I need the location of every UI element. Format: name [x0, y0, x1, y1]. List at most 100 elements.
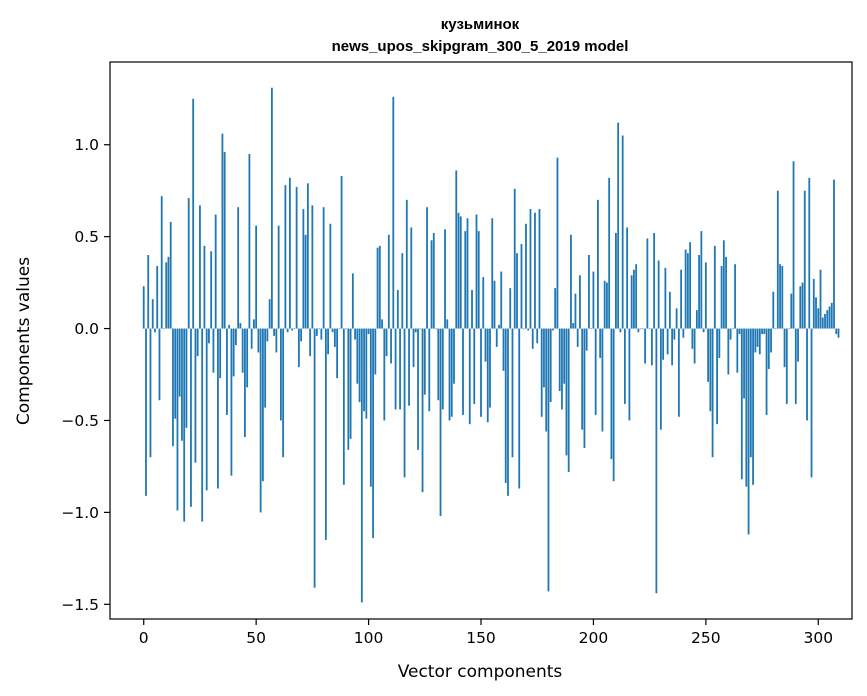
bar-307: [833, 179, 835, 329]
bar-12: [169, 221, 172, 329]
bar-18: [183, 328, 186, 522]
bar-189: [567, 328, 570, 472]
bar-44: [241, 328, 244, 373]
bar-63: [284, 185, 287, 329]
bar-262: [731, 328, 734, 330]
bar-237: [675, 308, 678, 329]
bar-268: [745, 328, 748, 487]
bar-297: [810, 328, 813, 478]
bar-49: [253, 319, 255, 329]
bar-60: [277, 225, 280, 329]
y-tick-label: 0.5: [74, 228, 99, 246]
bar-127: [428, 328, 431, 412]
bar-171: [527, 328, 530, 331]
bar-14: [174, 328, 177, 419]
bar-1: [145, 328, 147, 496]
bar-161: [504, 328, 507, 483]
bar-240: [682, 328, 685, 338]
bar-269: [747, 328, 750, 535]
bar-147: [473, 328, 476, 404]
bar-0: [142, 286, 145, 329]
bar-201: [594, 328, 597, 415]
bar-151: [482, 277, 485, 329]
bar-20: [187, 198, 190, 329]
bar-112: [394, 328, 397, 410]
x-axis-ticks: 0 50 100 150 200 250 300: [139, 619, 833, 647]
bar-158: [498, 324, 500, 329]
bar-156: [493, 280, 496, 329]
y-tick-label: 0.0: [74, 320, 99, 338]
bar-210: [615, 232, 617, 329]
bar-86: [336, 328, 338, 379]
bar-96: [358, 328, 361, 403]
bar-115: [401, 253, 404, 329]
bar-243: [689, 242, 692, 329]
bar-92: [349, 328, 352, 439]
bar-119: [410, 227, 413, 329]
bar-211: [617, 122, 620, 329]
bar-15: [176, 328, 179, 511]
bar-253: [711, 328, 714, 458]
bar-103: [374, 328, 377, 375]
bar-72: [304, 234, 307, 329]
bar-282: [776, 190, 779, 329]
bar-276: [763, 328, 766, 335]
bar-168: [520, 243, 523, 329]
bar-178: [543, 328, 545, 388]
bar-300: [817, 308, 820, 329]
bar-105: [378, 245, 381, 329]
bar-80: [322, 207, 325, 329]
bar-79: [320, 328, 323, 340]
y-tick-label: 1.0: [74, 136, 99, 154]
bar-257: [720, 266, 723, 329]
bar-198: [588, 255, 590, 329]
bar-228: [655, 328, 658, 594]
bar-219: [635, 264, 638, 329]
bar-221: [639, 328, 642, 330]
bar-46: [246, 328, 249, 388]
bar-143: [464, 231, 467, 329]
bar-292: [799, 286, 802, 329]
bar-27: [203, 245, 206, 329]
bar-220: [637, 328, 640, 333]
bar-174: [534, 212, 536, 329]
bar-28: [205, 328, 208, 491]
bar-176: [538, 209, 541, 329]
x-tick-label: 200: [579, 629, 609, 647]
bar-99: [365, 328, 368, 419]
bar-78: [318, 328, 321, 330]
bar-32: [214, 214, 217, 329]
bar-136: [448, 328, 451, 421]
bar-10: [165, 262, 168, 329]
bar-213: [621, 135, 624, 329]
bar-248: [700, 231, 703, 329]
bar-226: [650, 328, 653, 366]
bar-225: [648, 328, 651, 330]
bar-286: [785, 328, 788, 404]
y-tick-label: −1.0: [61, 504, 99, 522]
bar-277: [765, 328, 768, 415]
bar-270: [749, 328, 752, 458]
bar-202: [597, 199, 599, 329]
bar-241: [684, 249, 687, 329]
bar-303: [824, 313, 826, 329]
bar-284: [781, 266, 784, 329]
bar-111: [392, 96, 395, 329]
bar-142: [462, 328, 464, 415]
bar-222: [641, 328, 644, 330]
bar-118: [408, 328, 410, 406]
bar-19: [185, 328, 188, 428]
bar-236: [673, 328, 676, 340]
bar-48: [250, 328, 253, 349]
bar-263: [734, 264, 736, 329]
bar-47: [248, 153, 251, 329]
bar-130: [435, 328, 437, 330]
bar-285: [783, 328, 786, 368]
bar-145: [468, 328, 471, 425]
bar-182: [552, 328, 554, 331]
bar-172: [529, 209, 532, 329]
bar-199: [590, 328, 593, 330]
bar-64: [286, 328, 289, 333]
bar-215: [626, 227, 629, 329]
bar-56: [268, 299, 271, 329]
